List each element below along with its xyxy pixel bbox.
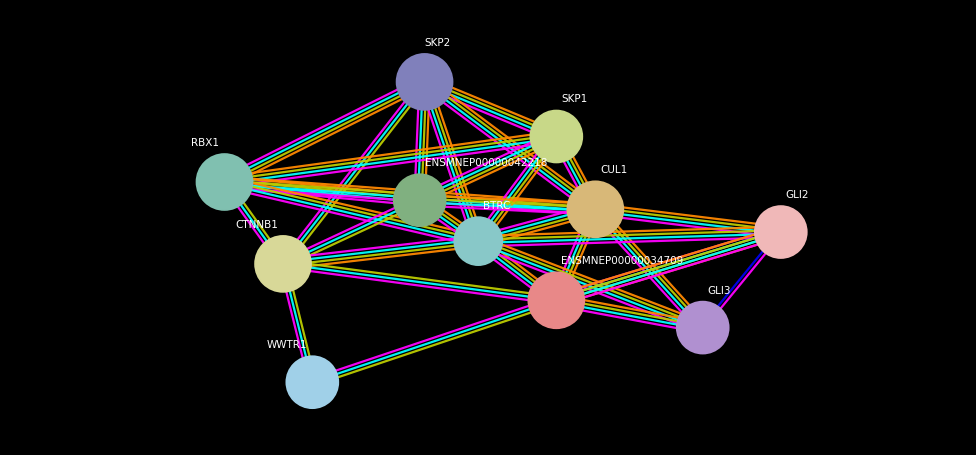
- Circle shape: [255, 236, 311, 292]
- Text: WWTR1: WWTR1: [266, 340, 307, 350]
- Circle shape: [530, 111, 583, 162]
- Text: SKP1: SKP1: [561, 95, 588, 105]
- Circle shape: [676, 302, 729, 354]
- Text: RBX1: RBX1: [191, 138, 220, 148]
- Circle shape: [454, 217, 503, 265]
- Circle shape: [286, 356, 339, 408]
- Text: SKP2: SKP2: [425, 38, 451, 48]
- Circle shape: [567, 181, 624, 238]
- Circle shape: [196, 154, 253, 210]
- Text: ENSMNEP00000034709: ENSMNEP00000034709: [561, 256, 683, 266]
- Text: CUL1: CUL1: [600, 165, 628, 175]
- Circle shape: [396, 54, 453, 110]
- Text: BTRC: BTRC: [483, 201, 510, 211]
- Circle shape: [528, 272, 585, 329]
- Text: GLI3: GLI3: [708, 286, 731, 296]
- Text: CTNNB1: CTNNB1: [235, 220, 278, 230]
- Text: GLI2: GLI2: [786, 190, 809, 200]
- Circle shape: [754, 206, 807, 258]
- Circle shape: [393, 174, 446, 226]
- Text: ENSMNEP00000042218: ENSMNEP00000042218: [425, 158, 548, 168]
